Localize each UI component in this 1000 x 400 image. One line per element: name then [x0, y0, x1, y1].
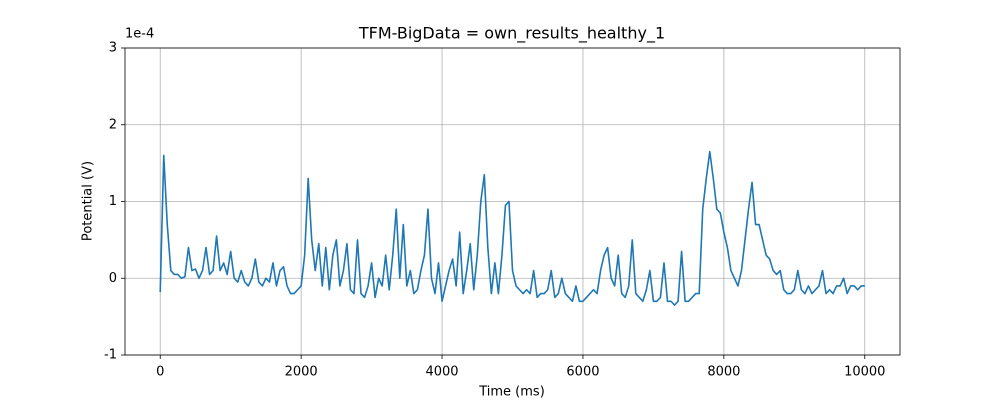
y-axis-label: Potential (V): [81, 161, 96, 241]
y-tick-label: -1: [104, 348, 117, 363]
x-axis-label: Time (ms): [478, 385, 545, 400]
x-tick-label: 4000: [425, 365, 458, 380]
y-tick-label: 3: [109, 41, 117, 56]
data-line: [159, 150, 865, 306]
x-tick-label: 0: [156, 365, 164, 380]
y-offset-label: 1e-4: [125, 27, 154, 42]
x-tick-label: 8000: [707, 365, 740, 380]
chart-title: TFM-BigData = own_results_healthy_1: [358, 24, 665, 44]
plot: [159, 150, 865, 306]
x-tick-label: 2000: [285, 365, 318, 380]
y-tick-label: 1: [109, 194, 117, 209]
y-tick-label: 2: [109, 117, 117, 132]
y-tick-label: 0: [109, 271, 117, 286]
x-tick-label: 6000: [566, 365, 599, 380]
x-tick-label: 10000: [844, 365, 885, 380]
